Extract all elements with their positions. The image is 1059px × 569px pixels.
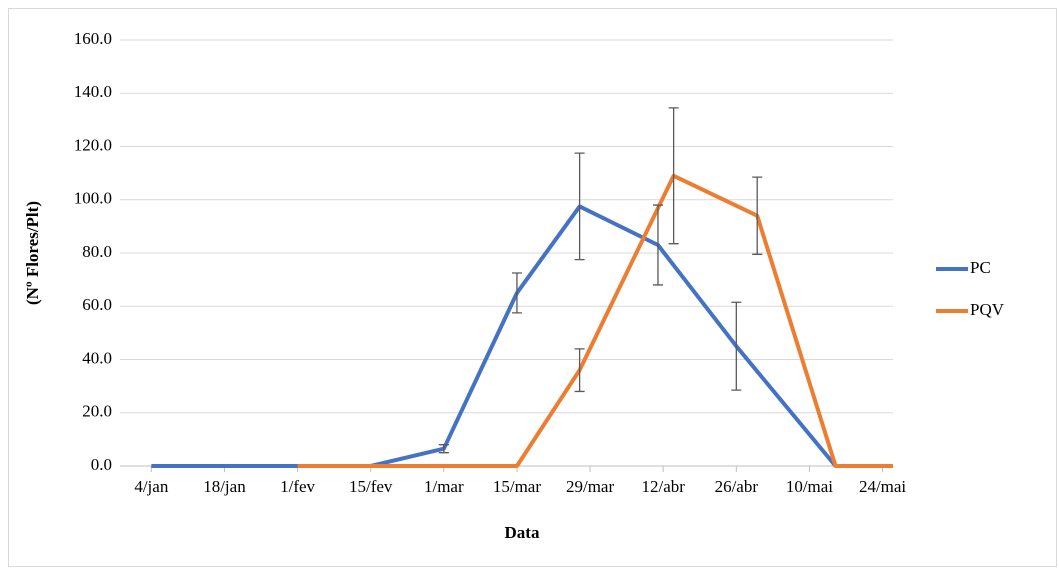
y-tick-label: 0.0 xyxy=(91,455,112,474)
y-axis-title: (Nº Flores/Plt) xyxy=(23,201,42,305)
y-tick-label: 20.0 xyxy=(82,402,112,421)
y-tick-label: 60.0 xyxy=(82,295,112,314)
error-bar xyxy=(574,152,585,261)
x-tick-label: 15/fev xyxy=(349,477,393,496)
x-tick-label: 29/mar xyxy=(566,477,614,496)
x-tick-label: 26/abr xyxy=(715,477,759,496)
y-tick-label: 80.0 xyxy=(82,242,112,261)
x-tick-label: 12/abr xyxy=(641,477,685,496)
error-bar xyxy=(731,301,742,391)
legend-label: PQV xyxy=(970,300,1005,319)
series-line xyxy=(151,204,838,468)
error-bar xyxy=(438,444,449,454)
y-tick-label: 120.0 xyxy=(74,135,112,154)
error-bar xyxy=(752,176,763,255)
x-tick-label: 10/mai xyxy=(786,477,833,496)
error-bar xyxy=(668,107,679,245)
error-bar xyxy=(511,272,522,314)
x-tick-label: 4/jan xyxy=(134,477,168,496)
y-tick-label: 160.0 xyxy=(74,29,112,48)
x-tick-label: 1/mar xyxy=(424,477,464,496)
x-tick-label: 18/jan xyxy=(203,477,246,496)
x-axis-title: Data xyxy=(505,523,540,542)
chart-frame xyxy=(8,8,1057,567)
error-bar xyxy=(574,348,585,393)
y-tick-label: 100.0 xyxy=(74,189,112,208)
series-line xyxy=(297,173,893,468)
x-tick-label: 1/fev xyxy=(280,477,315,496)
x-tick-label: 15/mar xyxy=(493,477,541,496)
legend-label: PC xyxy=(970,258,991,277)
x-tick-label: 24/mai xyxy=(859,477,906,496)
y-tick-label: 140.0 xyxy=(74,82,112,101)
error-bar xyxy=(652,204,663,286)
y-tick-label: 40.0 xyxy=(82,348,112,367)
